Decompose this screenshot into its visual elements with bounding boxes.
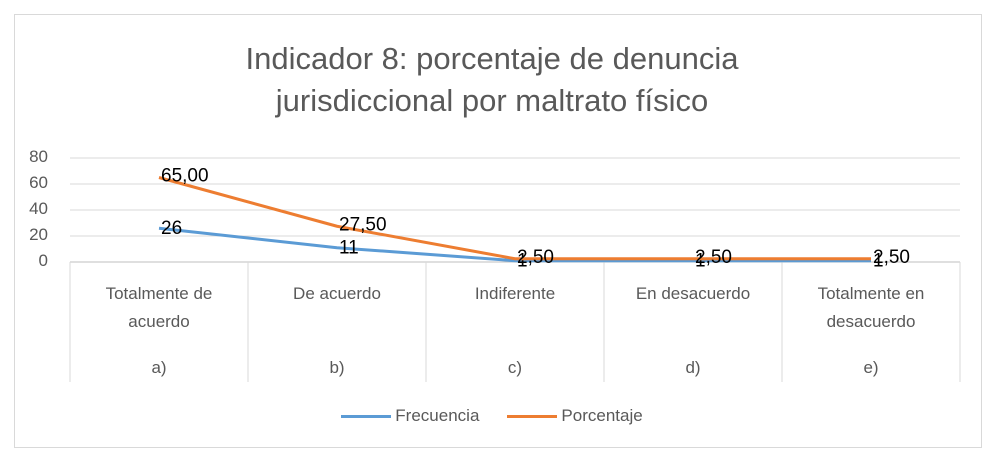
data-label: 2,50 bbox=[517, 247, 554, 268]
chart-title: Indicador 8: porcentaje de denuncia juri… bbox=[245, 41, 739, 118]
y-tick-label: 40 bbox=[29, 199, 48, 218]
data-label: 1 bbox=[873, 251, 884, 272]
line-series bbox=[158, 226, 871, 263]
x-group-label: e) bbox=[863, 358, 879, 377]
data-label: 65,00 bbox=[161, 166, 209, 187]
legend-item: Porcentaje bbox=[507, 406, 643, 426]
data-label: 2,50 bbox=[695, 247, 732, 268]
x-tick-label: Totalmente en desacuerdo bbox=[817, 284, 925, 331]
x-group-label: a) bbox=[151, 358, 167, 377]
legend-label: Frecuencia bbox=[395, 406, 480, 425]
line-series bbox=[158, 176, 871, 261]
legend: Frecuencia Porcentaje bbox=[0, 406, 984, 426]
chart-frame bbox=[14, 14, 982, 448]
x-tick-label: En desacuerdo bbox=[635, 284, 751, 303]
y-tick-label: 20 bbox=[29, 225, 48, 244]
legend-swatch bbox=[341, 414, 392, 418]
x-tick-label: Indiferente bbox=[474, 284, 556, 303]
data-label: 1 bbox=[695, 251, 706, 272]
x-group-label: d) bbox=[685, 358, 701, 377]
data-label: 1 bbox=[517, 251, 528, 272]
y-tick-label: 80 bbox=[29, 147, 48, 166]
legend-item: Frecuencia bbox=[341, 406, 479, 426]
x-group-label: c) bbox=[507, 358, 523, 377]
legend-label: Porcentaje bbox=[561, 406, 643, 425]
data-label: 11 bbox=[339, 238, 359, 259]
data-label: 2,50 bbox=[873, 247, 910, 268]
x-tick-label: De acuerdo bbox=[293, 284, 381, 303]
legend-swatch bbox=[507, 414, 558, 418]
data-label: 27,50 bbox=[339, 214, 387, 235]
y-tick-label: 60 bbox=[29, 173, 48, 192]
x-group-label: b) bbox=[329, 358, 345, 377]
data-label: 26 bbox=[161, 218, 182, 239]
y-tick-label: 0 bbox=[38, 251, 48, 270]
x-tick-label: Totalmente de acuerdo bbox=[105, 284, 213, 331]
